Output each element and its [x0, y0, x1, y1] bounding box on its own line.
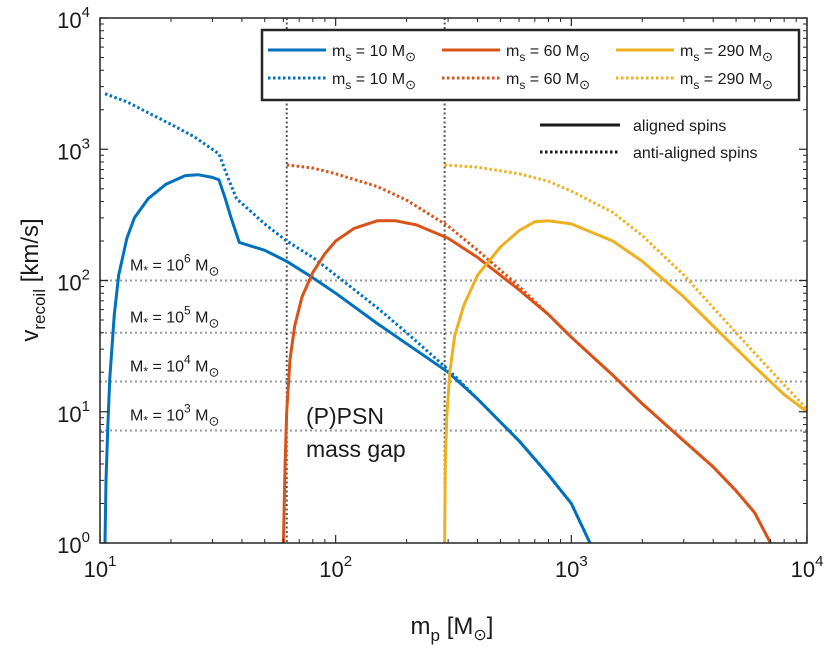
y-tick-label-0: 100	[57, 529, 90, 558]
x-tick-label-1: 102	[319, 553, 352, 582]
y-tick-label-1: 101	[57, 398, 90, 427]
y-tick-label-4: 104	[57, 4, 90, 33]
legend-label-0: ms = 10 M⊙	[332, 43, 416, 64]
legend: ms = 10 M⊙ ms = 60 M⊙ ms = 290 M⊙ ms = 10 M…	[260, 28, 801, 102]
y-tick-label-3: 103	[57, 135, 90, 164]
style-legend-label-0: aligned spins	[633, 118, 726, 135]
reference-labels: M* = 106 M⊙ M* = 105 M⊙ M* = 104 M⊙ M* = 10…	[130, 252, 219, 429]
gap-label-line2: mass gap	[306, 436, 406, 462]
reference-label-2: M* = 104 M⊙	[130, 353, 219, 380]
legend-box	[260, 28, 801, 102]
x-tick-label-0: 101	[84, 553, 117, 582]
series-line-2	[281, 219, 772, 543]
legend-label-4: ms = 60 M⊙	[506, 71, 590, 92]
y-tick-label-2: 102	[57, 267, 90, 296]
reference-label-1: M* = 105 M⊙	[130, 304, 219, 331]
data-series	[103, 92, 807, 543]
x-axis-label: mp [M⊙]	[411, 613, 494, 645]
series-line-1	[104, 92, 592, 543]
plot-background	[100, 18, 807, 543]
series-line-5	[444, 163, 807, 411]
style-legend-label-1: anti-aligned spins	[633, 145, 758, 162]
style-legend: aligned spins anti-aligned spins	[540, 118, 758, 162]
x-tick-label-2: 103	[555, 553, 588, 582]
reference-label-3: M* = 103 M⊙	[130, 401, 219, 428]
reference-label-0: M* = 106 M⊙	[130, 252, 219, 279]
series-line-0	[103, 173, 592, 543]
legend-label-1: ms = 60 M⊙	[506, 43, 590, 64]
legend-label-3: ms = 10 M⊙	[332, 71, 416, 92]
gap-label-line1: (P)PSN	[306, 403, 384, 429]
plot-frame	[99, 17, 808, 544]
legend-label-2: ms = 290 M⊙	[680, 43, 773, 64]
series-line-4	[443, 219, 807, 543]
x-tick-label-3: 104	[791, 553, 824, 582]
legend-label-5: ms = 290 M⊙	[680, 71, 773, 92]
y-axis-label: vrecoil [km/s]	[17, 218, 49, 341]
